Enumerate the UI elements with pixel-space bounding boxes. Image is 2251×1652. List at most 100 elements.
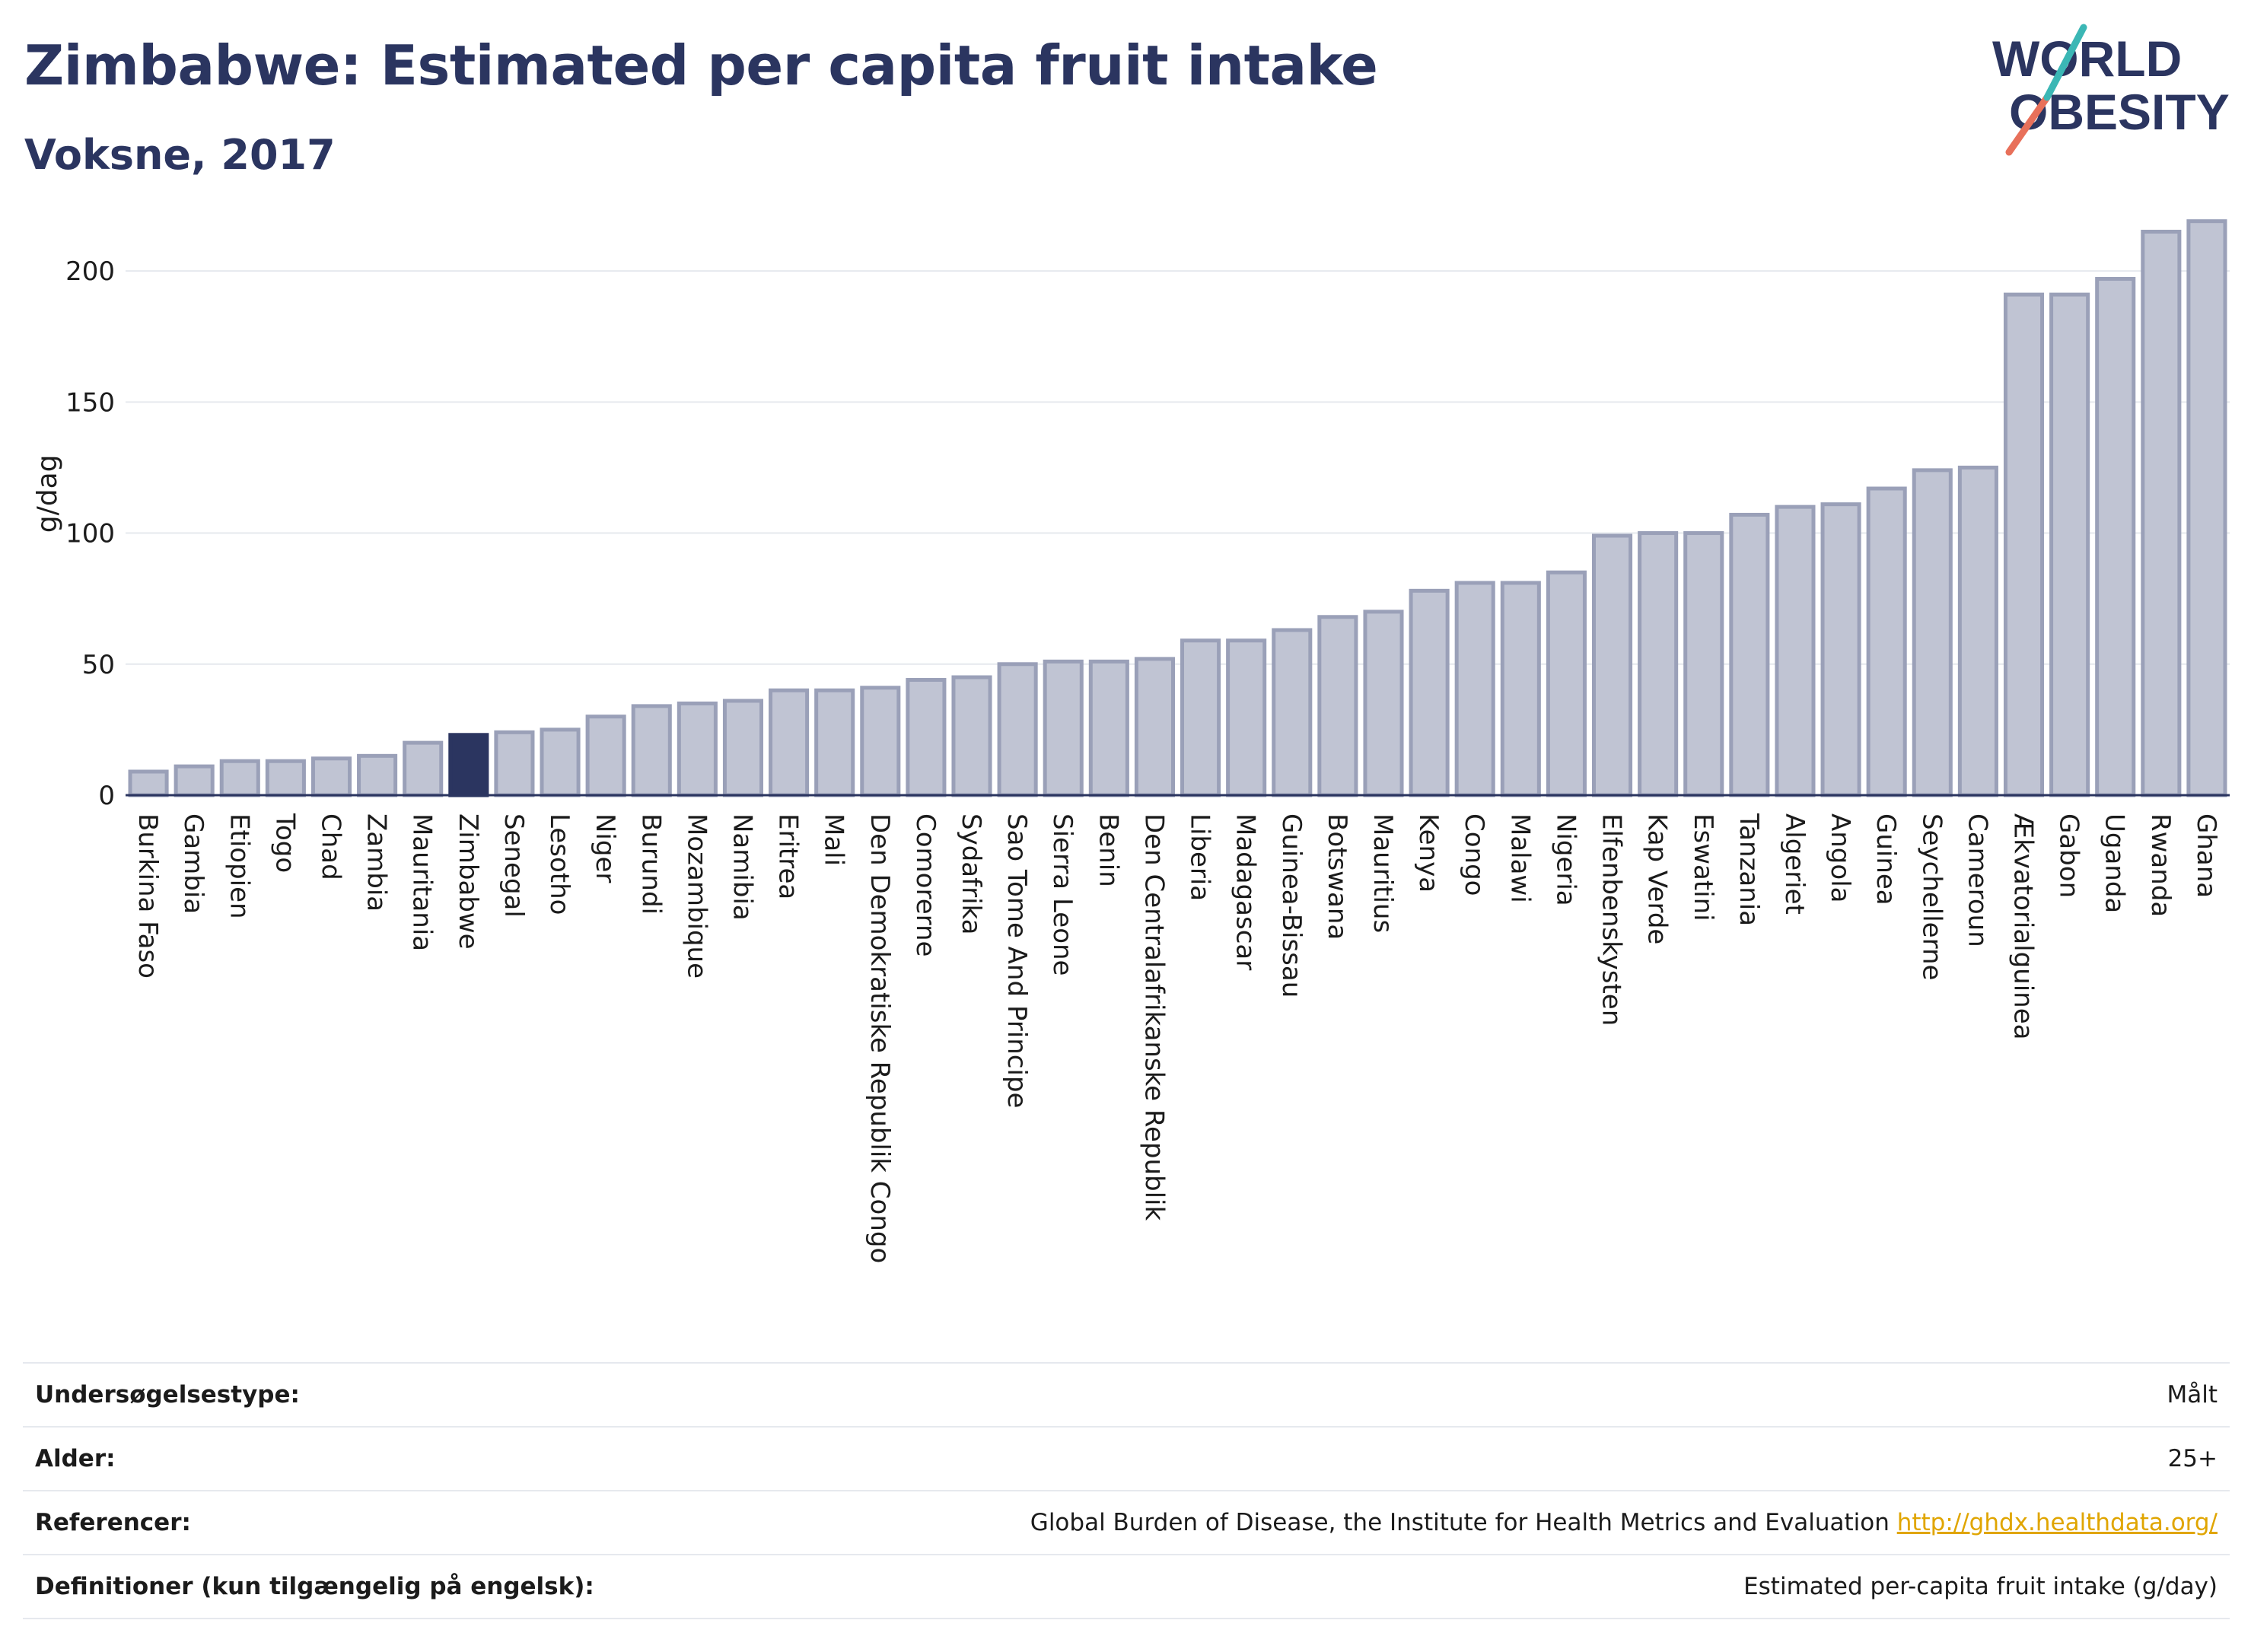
bar[interactable] [448,733,489,797]
bar[interactable] [1043,659,1084,797]
bar[interactable] [814,688,855,797]
x-tick-label: Madagascar [1231,813,1261,970]
info-value-text: Estimated per-capita fruit intake (g/day… [1743,1573,2218,1600]
bar[interactable] [1180,638,1221,797]
bar[interactable] [1546,570,1587,797]
bar[interactable] [2186,219,2227,797]
bar[interactable] [1775,505,1816,797]
x-tick-label: Benin [1093,813,1123,887]
x-tick-label: Zimbabwe [453,813,483,950]
x-tick-label: Mauritania [407,813,438,951]
x-tick-label: Gambia [178,813,209,914]
logo-slash-coral [2005,94,2051,156]
bar[interactable] [128,769,169,797]
bar[interactable] [1088,659,1129,797]
x-tick-label: Ækvatorialguinea [2008,813,2039,1039]
bar[interactable] [1363,610,1404,797]
bar[interactable] [1638,531,1679,797]
bar[interactable] [1683,531,1724,797]
info-value-text: 25+ [2167,1445,2218,1472]
info-value: 25+ [2168,1445,2218,1472]
x-tick-label: Kenya [1413,813,1444,893]
x-tick-label: Nigeria [1550,813,1581,906]
x-tick-label: Zambia [361,813,392,912]
info-label: Undersøgelsestype: [35,1381,300,1408]
logo-line2: OBESITY [2009,84,2230,140]
x-tick-label: Comorerne [910,813,941,957]
bar[interactable] [906,677,947,797]
bar[interactable] [219,759,260,797]
x-tick-label: Eritrea [773,813,804,899]
logo-line1: WORLD [1992,30,2182,87]
y-tick-label: 100 [65,519,115,549]
info-value: Målt [2167,1381,2218,1408]
bar[interactable] [2003,292,2045,797]
y-tick-label: 150 [65,387,115,418]
logo-slash-teal [2043,24,2087,101]
x-tick-label: Mozambique [681,813,712,979]
bar[interactable] [1272,628,1313,797]
page-title: Zimbabwe: Estimated per capita fruit int… [24,33,1378,97]
bar[interactable] [722,699,764,797]
x-tick-label: Ghana [2191,813,2221,898]
x-tick-label: Elfenbenskysten [1597,813,1627,1026]
bar[interactable] [951,675,992,797]
x-tick-label: Guinea [1871,813,1901,906]
bar[interactable] [2049,292,2090,797]
bar[interactable] [585,715,626,797]
bar[interactable] [1912,468,1953,797]
bar[interactable] [1957,465,1998,797]
x-tick-label: Den Demokratiske Republik Congo [864,813,895,1263]
bar[interactable] [677,701,718,797]
bar[interactable] [1134,657,1175,797]
x-tick-label: Eswatini [1688,813,1718,921]
info-label: Alder: [35,1445,116,1472]
bar[interactable] [1226,638,1267,797]
bar[interactable] [310,756,352,797]
bar[interactable] [174,764,215,797]
x-tick-label: Sydafrika [956,813,986,934]
y-tick-label: 50 [82,650,115,680]
x-tick-label: Burundi [635,813,666,915]
x-tick-label: Etiopien [224,813,254,919]
info-value: Global Burden of Disease, the Institute … [1030,1509,2218,1536]
bar[interactable] [860,686,901,797]
x-tick-label: Congo [1459,813,1489,896]
x-tick-label: Senegal [498,813,529,918]
y-tick-label: 0 [98,781,115,811]
bar[interactable] [1729,512,1770,797]
info-table: Undersøgelsestype: Målt Alder: 25+ Reference… [23,1362,2230,1619]
bar[interactable] [540,727,581,797]
info-row: Referencer: Global Burden of Disease, the… [23,1490,2230,1554]
bar[interactable] [494,730,535,797]
x-tick-label: Uganda [2100,813,2130,913]
info-row: Alder: 25+ [23,1426,2230,1490]
bar[interactable] [1409,588,1450,797]
bar[interactable] [769,688,810,797]
bar[interactable] [997,662,1038,797]
bar[interactable] [1820,502,1861,797]
bar[interactable] [403,740,444,797]
bar[interactable] [1591,533,1633,797]
bar[interactable] [357,753,398,797]
bar[interactable] [1500,581,1541,797]
x-tick-label: Algeriet [1779,813,1810,915]
x-tick-label: Tanzania [1734,813,1764,926]
bar[interactable] [631,704,672,797]
x-tick-label: Mauritius [1367,813,1398,933]
bar[interactable] [2141,229,2182,797]
x-tick-label: Sierra Leone [1047,813,1078,976]
bar[interactable] [2095,276,2136,797]
x-tick-label: Den Centralafrikanske Republik [1138,813,1169,1221]
bar-chart: 0 50 100 150 200 g/dag Burkina Faso Gambia Etiop… [32,219,2230,1263]
reference-link[interactable]: http://ghdx.healthdata.org/ [1896,1509,2218,1536]
x-tick-label: Lesotho [544,813,575,915]
info-label: Referencer: [35,1509,191,1536]
bar[interactable] [265,759,306,797]
world-obesity-logo[interactable]: WORLD OBESITY [1986,21,2237,158]
x-tick-label: Seychellerne [1916,813,1947,980]
bar[interactable] [1454,581,1495,797]
x-tick-label: Kap Verde [1642,813,1673,944]
bar[interactable] [1317,615,1358,797]
bar[interactable] [1866,486,1907,797]
